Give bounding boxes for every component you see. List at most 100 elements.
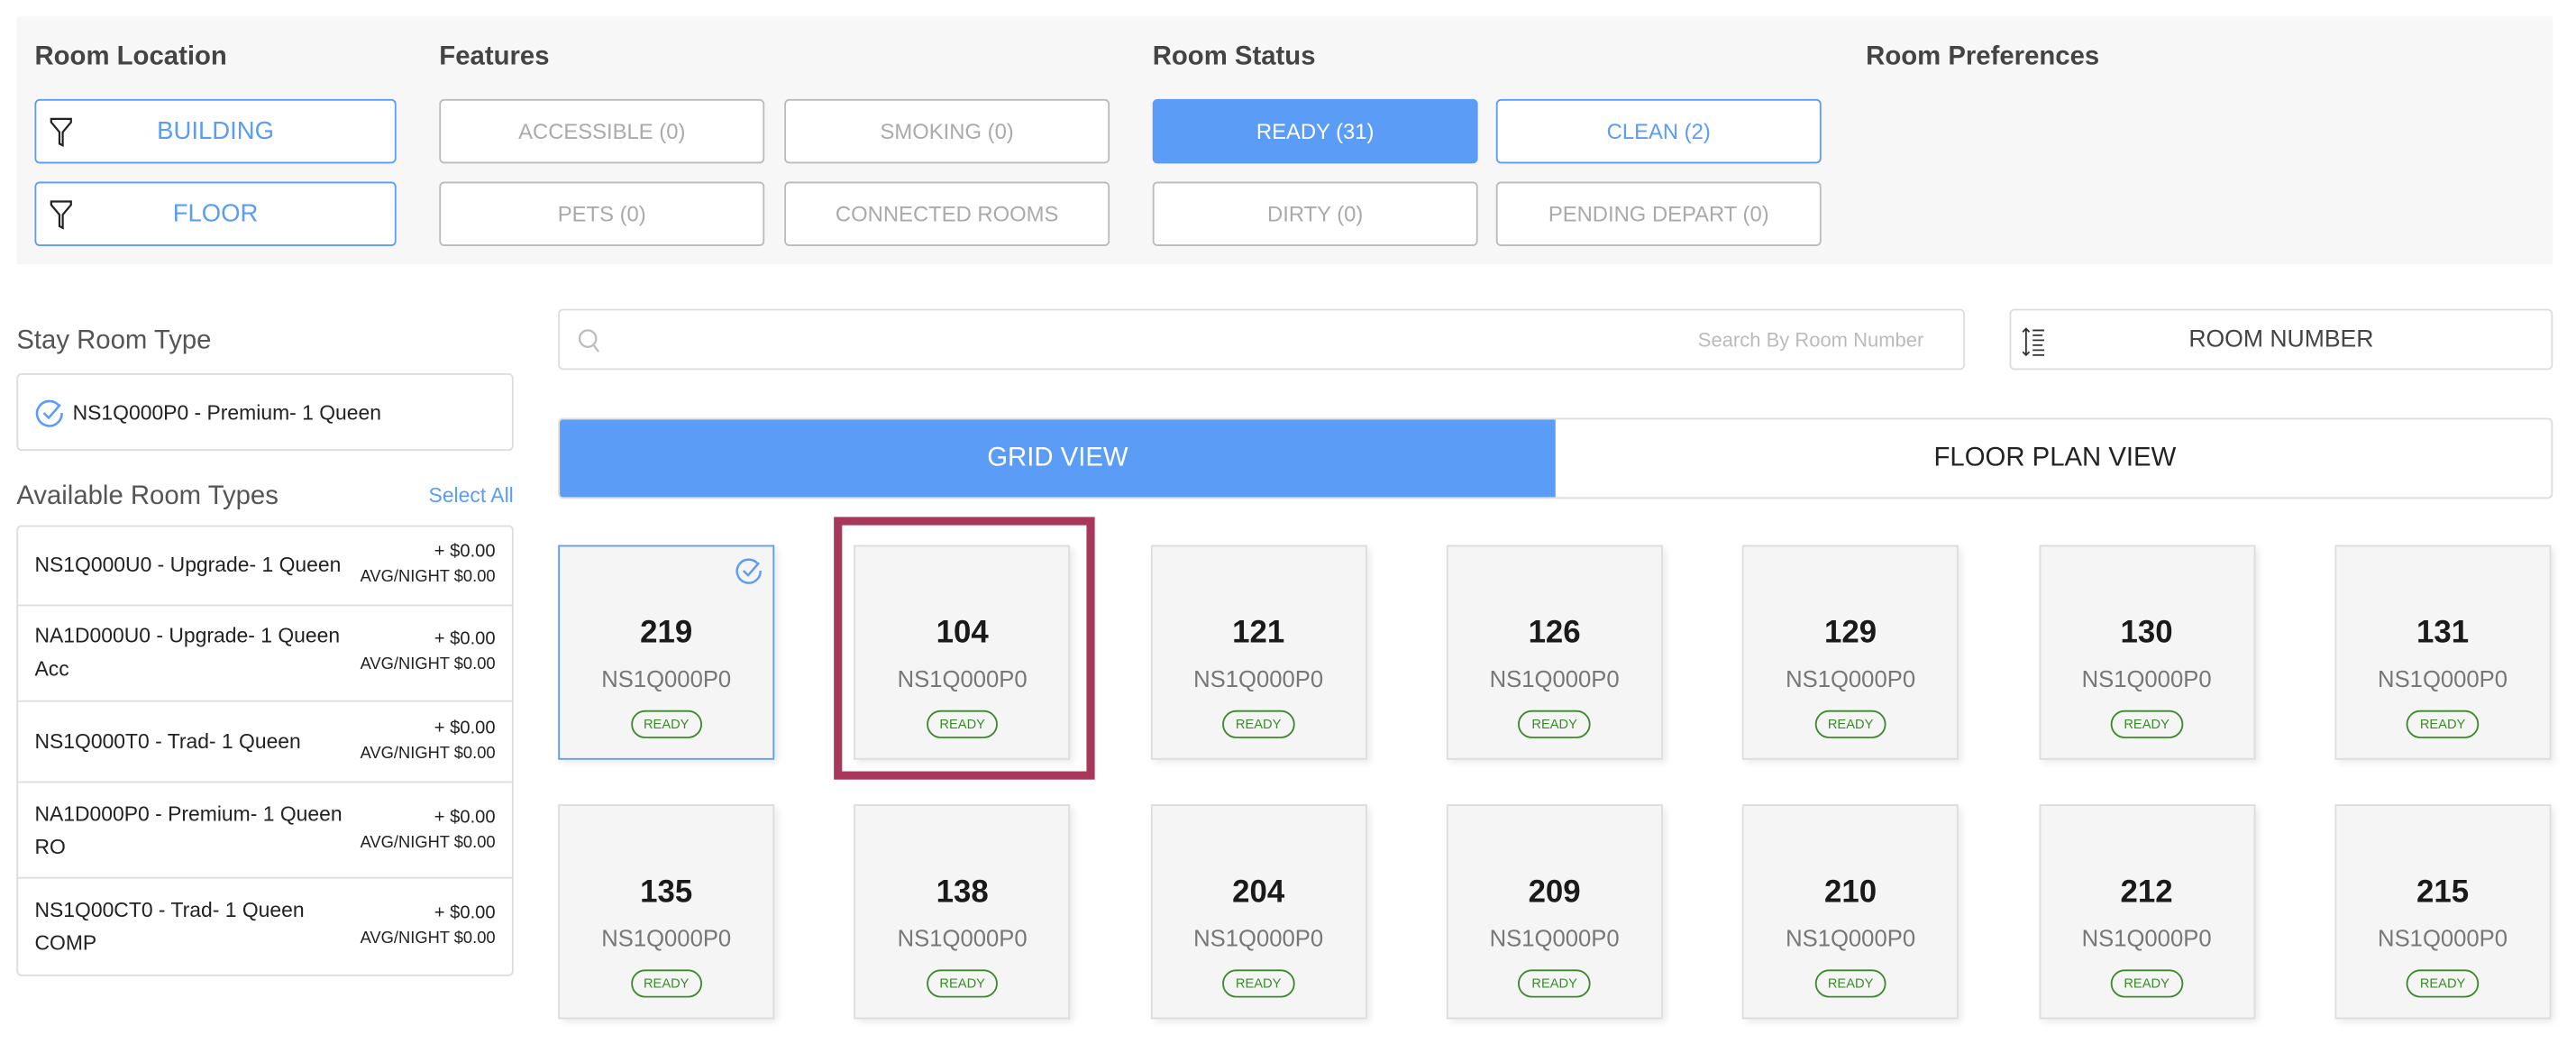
room-type-name: NS1Q000U0 - Upgrade- 1 Queen xyxy=(34,554,342,578)
room-card[interactable]: 204 NS1Q000P0 READY xyxy=(1150,804,1367,1020)
room-code: NS1Q000P0 xyxy=(1489,665,1620,692)
room-card[interactable]: 131 NS1Q000P0 READY xyxy=(2334,545,2552,760)
room-number: 138 xyxy=(936,875,989,911)
price-delta: + $0.00 xyxy=(434,807,496,828)
stay-room-type-label: Stay Room Type xyxy=(16,326,212,355)
room-type-price: + $0.00 AVG/NIGHT $0.00 xyxy=(361,804,496,857)
price-delta: + $0.00 xyxy=(434,629,496,650)
avg-night: AVG/NIGHT $0.00 xyxy=(360,745,496,764)
room-card[interactable]: 129 NS1Q000P0 READY xyxy=(1742,545,1959,760)
room-number: 210 xyxy=(1824,875,1877,911)
status-badge: READY xyxy=(1518,710,1591,738)
room-card[interactable]: 130 NS1Q000P0 READY xyxy=(2038,545,2255,760)
room-type-price: + $0.00 AVG/NIGHT $0.00 xyxy=(361,715,496,768)
room-code: NS1Q000P0 xyxy=(1489,924,1620,952)
price-delta: + $0.00 xyxy=(434,718,496,738)
avg-night: AVG/NIGHT $0.00 xyxy=(360,655,496,674)
room-code: NS1Q000P0 xyxy=(1786,665,1916,692)
status-badge: READY xyxy=(1814,969,1887,998)
room-number: 212 xyxy=(2120,875,2173,911)
room-type-price: + $0.00 AVG/NIGHT $0.00 xyxy=(361,539,496,592)
status-badge: READY xyxy=(926,710,999,738)
room-number: 121 xyxy=(1232,616,1285,651)
avg-night: AVG/NIGHT $0.00 xyxy=(360,568,496,588)
room-code: NS1Q000P0 xyxy=(2378,924,2508,952)
status-badge: READY xyxy=(2407,969,2479,998)
room-type-name: NS1Q000T0 - Trad- 1 Queen xyxy=(34,729,301,754)
select-all-link[interactable]: Select All xyxy=(428,483,514,508)
room-number: 129 xyxy=(1824,616,1877,651)
room-type-price: + $0.00 AVG/NIGHT $0.00 xyxy=(361,627,496,680)
status-badge: READY xyxy=(2110,710,2183,738)
room-card[interactable]: 126 NS1Q000P0 READY xyxy=(1446,545,1663,760)
room-number: 204 xyxy=(1232,875,1285,911)
room-code: NS1Q000P0 xyxy=(601,924,732,952)
room-number: 126 xyxy=(1528,616,1581,651)
tab-floor-plan-view[interactable]: FLOOR PLAN VIEW xyxy=(1933,444,2177,472)
room-number: 130 xyxy=(2120,616,2173,651)
room-card[interactable]: 210 NS1Q000P0 READY xyxy=(1742,804,1959,1020)
status-badge: READY xyxy=(1222,969,1295,998)
available-room-types-label: Available Room Types xyxy=(16,481,279,511)
room-type-name: NS1Q00CT0 - Trad- 1 Queen COMP xyxy=(34,898,305,956)
building-filter-button[interactable]: BUILDING xyxy=(34,98,397,164)
room-code: NS1Q000P0 xyxy=(897,665,1028,692)
search-input[interactable]: Search By Room Number xyxy=(558,308,1966,371)
search-icon xyxy=(578,329,599,353)
status-badge: READY xyxy=(1222,710,1295,738)
room-card[interactable]: 209 NS1Q000P0 READY xyxy=(1446,804,1663,1020)
room-card[interactable]: 135 NS1Q000P0 READY xyxy=(558,804,775,1020)
room-type-name: NA1D000P0 - Premium- 1 Queen RO xyxy=(34,802,343,859)
room-type-item[interactable]: NA1D000P0 - Premium- 1 Queen RO + $0.00 AV… xyxy=(18,783,512,879)
stay-room-type-value: NS1Q000P0 - Premium- 1 Queen xyxy=(72,400,381,424)
room-card[interactable]: 138 NS1Q000P0 READY xyxy=(854,804,1071,1020)
status-badge: READY xyxy=(630,710,703,738)
building-label: BUILDING xyxy=(157,117,274,146)
status-badge: READY xyxy=(926,969,999,998)
room-type-item[interactable]: NS1Q000U0 - Upgrade- 1 Queen + $0.00 AVG/N… xyxy=(18,527,512,607)
pending-depart-button[interactable]: PENDING DEPART (0) xyxy=(1495,181,1822,246)
clean-status-button[interactable]: CLEAN (2) xyxy=(1495,98,1822,164)
room-type-item[interactable]: NS1Q00CT0 - Trad- 1 Queen COMP + $0.00 AVG… xyxy=(18,879,512,975)
tab-grid-view[interactable]: GRID VIEW xyxy=(560,419,1556,498)
room-number: 215 xyxy=(2416,875,2470,911)
sort-button[interactable]: ROOM NUMBER xyxy=(2009,308,2553,371)
filter-icon xyxy=(50,117,72,147)
room-code: NS1Q000P0 xyxy=(1193,665,1324,692)
features-heading: Features xyxy=(439,42,550,71)
floor-filter-button[interactable]: FLOOR xyxy=(34,181,397,246)
floor-label: FLOOR xyxy=(172,199,259,228)
room-number: 104 xyxy=(936,616,989,651)
check-circle-icon xyxy=(735,558,762,584)
smoking-button[interactable]: SMOKING (0) xyxy=(784,98,1110,164)
accessible-button[interactable]: ACCESSIBLE (0) xyxy=(439,98,765,164)
room-card[interactable]: 121 NS1Q000P0 READY xyxy=(1150,545,1367,760)
price-delta: + $0.00 xyxy=(434,542,496,563)
room-card[interactable]: 104 NS1Q000P0 READY xyxy=(854,545,1071,760)
room-location-heading: Room Location xyxy=(34,42,227,71)
room-code: NS1Q000P0 xyxy=(1193,924,1324,952)
room-type-name: NA1D000U0 - Upgrade- 1 Queen Acc xyxy=(34,624,341,682)
connected-rooms-button[interactable]: CONNECTED ROOMS xyxy=(784,181,1110,246)
room-type-item[interactable]: NS1Q000T0 - Trad- 1 Queen + $0.00 AVG/NIGH… xyxy=(18,701,512,784)
search-placeholder: Search By Room Number xyxy=(1697,328,1924,353)
price-delta: + $0.00 xyxy=(434,903,496,924)
room-code: NS1Q000P0 xyxy=(2378,665,2508,692)
room-number: 131 xyxy=(2416,616,2470,651)
sort-label: ROOM NUMBER xyxy=(2188,325,2374,353)
room-card[interactable]: 212 NS1Q000P0 READY xyxy=(2038,804,2255,1020)
room-card[interactable]: 215 NS1Q000P0 READY xyxy=(2334,804,2552,1020)
ready-status-button[interactable]: READY (31) xyxy=(1152,98,1478,164)
stay-room-type: NS1Q000P0 - Premium- 1 Queen xyxy=(16,373,514,452)
sort-icon xyxy=(2022,327,2045,357)
status-badge: READY xyxy=(1518,969,1591,998)
dirty-status-button[interactable]: DIRTY (0) xyxy=(1152,181,1478,246)
highlight-box xyxy=(834,517,1095,780)
room-code: NS1Q000P0 xyxy=(601,665,732,692)
check-circle-icon xyxy=(35,398,63,426)
room-card[interactable]: 219 NS1Q000P0 READY xyxy=(558,545,775,760)
room-type-item[interactable]: NA1D000U0 - Upgrade- 1 Queen Acc + $0.00 A… xyxy=(18,606,512,701)
pets-button[interactable]: PETS (0) xyxy=(439,181,765,246)
room-preferences-heading: Room Preferences xyxy=(1866,42,2100,71)
room-number: 209 xyxy=(1528,875,1581,911)
